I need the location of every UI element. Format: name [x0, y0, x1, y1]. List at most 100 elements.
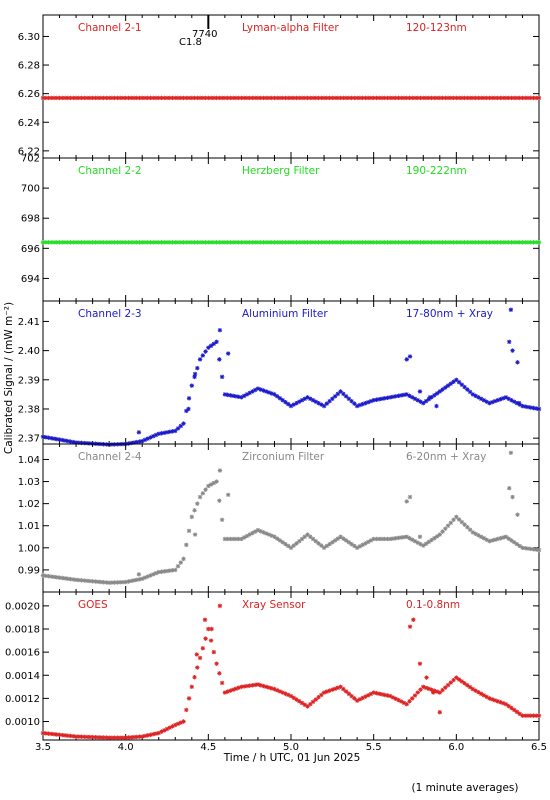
data-point [305, 240, 310, 245]
panel-frame [42, 14, 540, 159]
y-tick-label: 0.0016 [5, 648, 40, 659]
data-point [244, 392, 250, 397]
data-point [51, 240, 57, 245]
data-point [109, 95, 115, 101]
data-point [437, 95, 442, 101]
data-point [478, 396, 484, 401]
data-point [145, 436, 150, 441]
data-point [376, 95, 382, 101]
data-point [217, 95, 222, 101]
data-point [286, 543, 291, 549]
data-point [396, 697, 401, 703]
data-point [299, 398, 305, 403]
data-point [467, 240, 473, 245]
data-point [76, 95, 82, 101]
data-point [186, 528, 192, 534]
data-point [106, 95, 112, 101]
y-tick-label: 1.02 [18, 499, 40, 510]
data-point [534, 240, 539, 245]
data-point [192, 240, 197, 245]
data-point [120, 579, 126, 585]
data-point [379, 692, 385, 697]
data-point [354, 95, 360, 101]
y-tick-label: 6.30 [18, 32, 40, 43]
data-point [319, 402, 324, 407]
data-point [40, 730, 46, 736]
panel-filter-label: Aluminium Filter [242, 308, 328, 320]
data-point [536, 713, 542, 718]
data-point [500, 95, 506, 101]
data-point [90, 95, 95, 101]
data-point [60, 575, 65, 581]
data-point [145, 733, 150, 738]
data-point [275, 95, 280, 101]
y-tick-label: 700 [21, 184, 40, 195]
data-point [407, 95, 412, 101]
data-point [508, 307, 514, 312]
y-tick-label: 698 [21, 214, 40, 225]
panel-2: 694 696 698 700 702 Channel 2-2 Herzberg Filte… [21, 154, 542, 302]
data-point [388, 536, 393, 542]
data-point [192, 508, 197, 513]
panels-layer: 6.22 6.24 6.26 6.28 6.30 Channel 2-1 Lyman-alp… [5, 14, 547, 753]
data-point [426, 397, 431, 402]
data-point [54, 240, 59, 245]
data-point [241, 240, 247, 245]
data-point [269, 533, 274, 538]
data-point [484, 537, 489, 542]
data-point [206, 240, 211, 245]
data-point [525, 546, 531, 551]
data-point [487, 538, 492, 544]
y-tick-label: 2.40 [18, 346, 40, 357]
data-point [407, 240, 412, 245]
data-point [470, 530, 476, 535]
data-point [159, 95, 164, 101]
data-point [214, 479, 219, 484]
data-point [332, 394, 338, 399]
x-axis-label: Time / h UTC, 01 Jun 2025 [223, 752, 361, 764]
x-tick-label: 4.0 [118, 742, 134, 753]
data-point [341, 391, 346, 397]
data-point [156, 431, 161, 436]
data-point [280, 398, 285, 403]
data-point [106, 580, 112, 585]
y-tick-label: 0.99 [18, 565, 40, 576]
data-point [421, 95, 426, 101]
data-point [167, 725, 172, 730]
data-point [440, 687, 445, 693]
data-point [484, 694, 489, 700]
data-point [487, 400, 492, 406]
data-point [421, 400, 426, 406]
data-point [343, 538, 349, 543]
y-tick-label: 0.0014 [5, 671, 40, 682]
data-point [153, 95, 159, 101]
data-point [200, 95, 206, 101]
data-point [507, 485, 512, 491]
data-point [189, 240, 194, 245]
data-point [71, 734, 76, 739]
data-point [308, 534, 313, 539]
data-point [288, 240, 294, 245]
data-point [275, 536, 280, 541]
data-point [393, 240, 398, 245]
data-point [225, 392, 230, 398]
data-point [371, 398, 376, 403]
data-point [84, 95, 90, 101]
data-point [272, 534, 277, 539]
data-point [104, 580, 109, 585]
data-point [222, 240, 228, 245]
data-point [162, 569, 167, 574]
data-point [341, 240, 346, 245]
data-point [407, 699, 412, 704]
data-point [239, 395, 244, 400]
data-point [167, 429, 172, 435]
data-point [421, 684, 426, 690]
data-point [112, 735, 117, 740]
data-point [277, 396, 283, 401]
data-point [390, 536, 396, 541]
data-point [368, 240, 374, 245]
data-point [43, 95, 48, 101]
data-point [151, 95, 156, 101]
data-point [162, 95, 167, 101]
data-point [451, 517, 456, 523]
